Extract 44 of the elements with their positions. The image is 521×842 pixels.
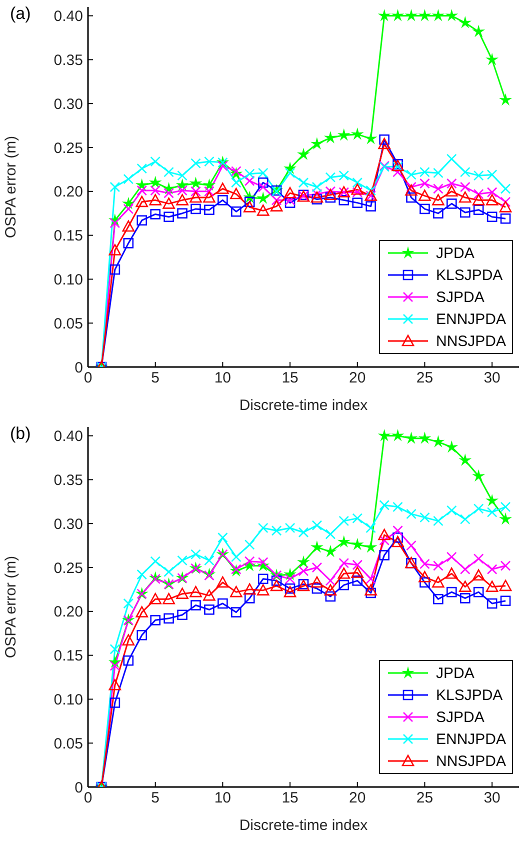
y-tick-label: 0.05 <box>54 735 83 752</box>
x-tick-label: 30 <box>484 790 500 807</box>
y-tick-label: 0.15 <box>54 648 83 665</box>
y-tick-label: 0.40 <box>54 8 83 26</box>
y-axis-title: OSPA error (m) <box>2 556 20 658</box>
x-tick-label: 20 <box>349 370 366 387</box>
y-tick-label: 0.25 <box>54 140 83 157</box>
y-tick-label: 0.20 <box>54 184 83 201</box>
y-tick-label: 0.35 <box>54 52 83 70</box>
x-tick-label: 15 <box>282 370 298 387</box>
y-tick-label: 0.20 <box>54 604 83 621</box>
y-tick-label: 0.25 <box>54 560 83 577</box>
chart-title: (a) <box>10 4 31 24</box>
x-tick-label: 20 <box>349 790 366 807</box>
x-tick-label: 15 <box>282 790 298 807</box>
y-tick-label: 0.10 <box>54 272 83 289</box>
x-axis-title: Discrete-time index <box>239 817 368 834</box>
x-tick-label: 25 <box>416 370 434 387</box>
x-tick-label: 25 <box>416 790 434 807</box>
y-tick-label: 0.10 <box>54 692 83 709</box>
legend-label: KLSJPDA <box>436 686 503 704</box>
chart-title: (b) <box>10 424 31 444</box>
legend-label: JPDA <box>436 244 474 262</box>
legend-label: SJPDA <box>436 708 484 726</box>
x-axis-title: Discrete-time index <box>239 397 368 414</box>
legend-label: SJPDA <box>436 288 484 306</box>
y-tick-label: 0.35 <box>54 472 83 490</box>
y-tick-label: 0.30 <box>54 96 83 113</box>
legend-label: ENNJPDA <box>436 730 506 748</box>
y-tick-label: 0.05 <box>54 315 83 332</box>
legend-label: KLSJPDA <box>436 266 503 284</box>
x-tick-label: 10 <box>214 790 232 807</box>
y-tick-label: 0.40 <box>54 428 83 446</box>
y-tick-label: 0.30 <box>54 516 83 533</box>
y-axis-title: OSPA error (m) <box>2 136 20 238</box>
legend-label: NNSJPDA <box>436 332 506 350</box>
x-tick-label: 30 <box>484 370 500 387</box>
x-tick-label: 5 <box>151 370 160 387</box>
x-tick-label: 10 <box>214 370 232 387</box>
legend-label: ENNJPDA <box>436 310 506 328</box>
legend-label: JPDA <box>436 664 474 682</box>
y-tick-label: 0.15 <box>54 228 83 245</box>
x-tick-label: 5 <box>151 790 160 807</box>
legend-label: NNSJPDA <box>436 752 506 770</box>
